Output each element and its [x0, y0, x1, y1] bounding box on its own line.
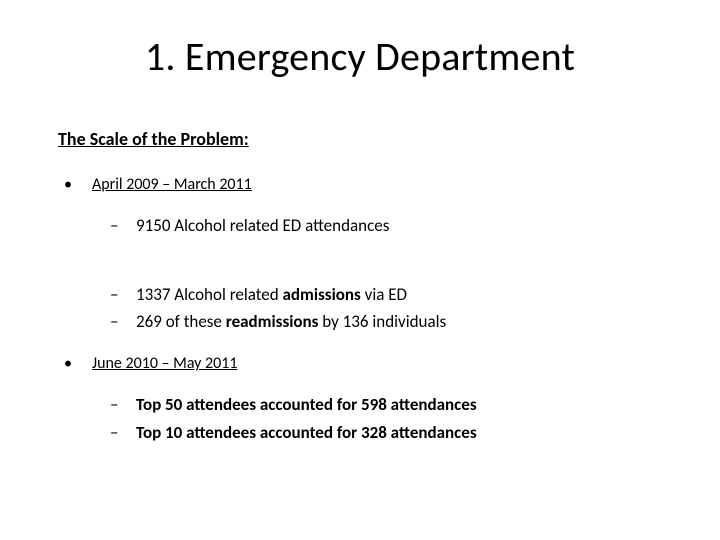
period-label: April 2009 – March 2011	[92, 175, 252, 194]
subheading: The Scale of the Problem:	[58, 128, 658, 151]
bullet-list-level2: 1337 Alcohol related admissions via ED 2…	[92, 284, 658, 333]
bullet-list-level2: Top 50 attendees accounted for 598 atten…	[92, 394, 658, 443]
bullet-list-level2: 9150 Alcohol related ED attendances	[92, 215, 658, 236]
list-item: 9150 Alcohol related ED attendances	[92, 215, 658, 236]
slide-title: 1. Emergency Department	[0, 32, 720, 81]
spacer	[92, 242, 658, 264]
slide-body: The Scale of the Problem: April 2009 – M…	[58, 128, 658, 465]
list-item: Top 50 attendees accounted for 598 atten…	[92, 394, 658, 415]
list-item: April 2009 – March 2011 9150 Alcohol rel…	[58, 175, 658, 333]
slide: 1. Emergency Department The Scale of the…	[0, 0, 720, 540]
list-item: June 2010 – May 2011 Top 50 attendees ac…	[58, 354, 658, 443]
period-label: June 2010 – May 2011	[92, 354, 237, 373]
list-item: Top 10 attendees accounted for 328 atten…	[92, 422, 658, 443]
bullet-list-level1: April 2009 – March 2011 9150 Alcohol rel…	[58, 175, 658, 443]
list-item: 1337 Alcohol related admissions via ED	[92, 284, 658, 305]
list-item: 269 of these readmissions by 136 individ…	[92, 311, 658, 332]
